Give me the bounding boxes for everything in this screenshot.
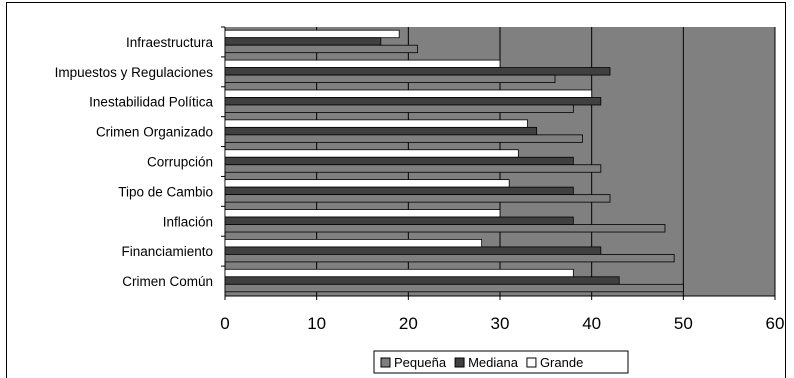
bar-grande [224,119,528,128]
bar-peque-a [224,134,583,143]
bar-peque-a [224,164,602,173]
category-label: Crimen Común [122,274,213,289]
bar-peque-a [224,283,684,293]
legend-swatch [526,357,537,368]
x-tick-label: 0 [220,314,229,333]
bars [224,29,684,293]
bar-mediana [224,126,538,136]
x-tick-label: 30 [491,314,510,333]
legend-box [373,350,629,374]
legend-label: Pequeña [394,355,447,370]
bar-peque-a [224,44,418,54]
bar-mediana [224,67,611,76]
bar-mediana [224,186,574,196]
bar-peque-a [224,74,556,83]
bar-grande [224,59,501,68]
bar-mediana [224,156,574,166]
category-label: Tipo de Cambio [118,184,213,199]
bar-mediana [224,97,602,106]
bar-grande [224,149,519,158]
bar-mediana [224,37,382,46]
x-tick-label: 60 [766,314,785,333]
bar-grande [224,268,574,278]
legend-label: Grande [540,355,583,370]
legend-swatch [380,357,391,368]
x-tick-label: 50 [674,314,693,333]
bar-grande [224,209,501,218]
category-label: Corrupción [147,155,213,170]
category-label: Crimen Organizado [96,125,213,140]
category-labels: Infraestructura Impuestos y Regulaciones I… [55,26,225,289]
legend: Pequeña Mediana Grande [373,350,629,374]
bar-peque-a [224,104,574,113]
chart-frame [6,2,786,378]
x-tick-label: 10 [307,314,326,333]
bar-peque-a [224,194,611,203]
legend-swatch [454,357,465,368]
bar-peque-a [224,254,675,263]
category-label: Inestabilidad Política [89,95,213,110]
bar-grande [224,29,400,39]
category-label: Infraestructura [126,35,214,50]
bar-grande [224,89,593,98]
bar-peque-a [224,224,666,233]
x-tick-label: 20 [399,314,418,333]
category-label: Impuestos y Regulaciones [55,65,214,80]
x-tick-label: 40 [582,314,601,333]
bar-grande [224,239,483,248]
bar-mediana [224,216,574,225]
x-tick-labels: 0 10 20 30 40 50 60 [220,296,784,333]
bar-grande [224,179,510,188]
bar-mediana [224,276,620,285]
legend-label: Mediana [468,355,519,370]
bar-mediana [224,246,602,255]
category-label: Inflación [163,214,213,229]
category-label: Financiamiento [121,244,213,259]
